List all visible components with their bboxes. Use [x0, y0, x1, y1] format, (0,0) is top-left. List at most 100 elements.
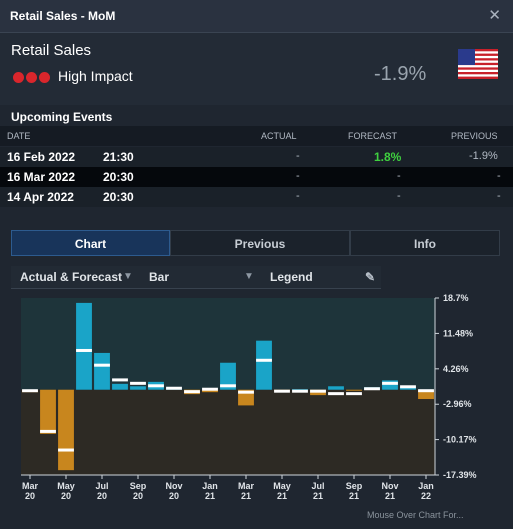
forecast-marker	[400, 385, 416, 389]
chart-hint: Mouse Over Chart For...	[367, 510, 464, 520]
actual-bar	[256, 340, 272, 390]
event-header: Retail Sales High Impact -1.9%	[0, 33, 513, 105]
tab-bar: Chart Previous Info	[11, 230, 500, 256]
wrench-icon[interactable]: ✎	[365, 270, 376, 284]
actual-bar	[202, 389, 218, 393]
x-tick-label: Nov	[165, 481, 182, 491]
forecast-marker	[130, 381, 146, 385]
table-row[interactable]: 16 Mar 2022 20:30 - - -	[0, 167, 513, 187]
tab-previous[interactable]: Previous	[170, 230, 350, 256]
x-tick-label: 20	[25, 491, 35, 500]
x-tick-label: Sep	[130, 481, 147, 491]
mode-select[interactable]: Actual & Forecast	[20, 270, 123, 284]
forecast-marker	[112, 378, 128, 382]
x-tick-label: May	[57, 481, 75, 491]
actual-bar	[346, 389, 362, 391]
chevron-down-icon[interactable]: ▼	[244, 271, 254, 282]
chart-type-select[interactable]: Bar	[149, 270, 170, 284]
actual-bar	[220, 362, 236, 390]
x-tick-label: Nov	[381, 481, 398, 491]
x-tick-label: 21	[349, 491, 359, 500]
forecast-marker	[256, 358, 272, 362]
event-previous: -1.9%	[469, 150, 498, 162]
forecast-marker	[148, 384, 164, 388]
event-actual: -	[296, 150, 300, 162]
actual-bar	[58, 389, 74, 471]
x-tick-label: 20	[97, 491, 107, 500]
x-tick-label: Sep	[346, 481, 363, 491]
actual-bar	[94, 352, 110, 390]
col-date: DATE	[7, 131, 31, 141]
actual-bar	[112, 383, 128, 390]
impact-label: High Impact	[58, 68, 133, 84]
x-tick-label: 20	[133, 491, 143, 500]
x-tick-label: Jul	[311, 481, 324, 491]
x-tick-label: Jul	[95, 481, 108, 491]
x-tick-label: Jan	[202, 481, 218, 491]
impact-dot-icon	[13, 72, 24, 83]
y-tick-label: 18.7%	[443, 293, 469, 303]
event-forecast: -	[397, 170, 401, 182]
event-time: 21:30	[103, 150, 134, 164]
close-icon[interactable]: ✕	[488, 7, 501, 24]
event-time: 20:30	[103, 190, 134, 204]
col-forecast: FORECAST	[348, 131, 398, 141]
event-date: 16 Feb 2022	[7, 150, 76, 164]
actual-bar	[418, 389, 434, 400]
x-tick-label: Mar	[22, 481, 39, 491]
table-row[interactable]: 16 Feb 2022 21:30 - 1.8% -1.9%	[0, 147, 513, 167]
forecast-marker	[274, 389, 290, 393]
forecast-marker	[202, 387, 218, 391]
y-tick-label: -17.39%	[443, 470, 477, 480]
forecast-marker	[76, 348, 92, 352]
x-tick-label: 21	[241, 491, 251, 500]
chart-area: 18.7% 11.48% 4.26% -2.96% -10.17% -17.39% Mar 2…	[11, 290, 502, 501]
forecast-marker	[364, 387, 380, 391]
event-previous: -	[497, 170, 501, 182]
chevron-down-icon[interactable]: ▼	[123, 271, 133, 282]
tab-info[interactable]: Info	[350, 230, 500, 256]
x-tick-label: 21	[313, 491, 323, 500]
forecast-marker	[292, 389, 308, 393]
retail-sales-chart: 18.7%11.48%4.26%-2.96%-10.17%-17.39%Mar2…	[21, 293, 477, 501]
plot-background-negative	[21, 389, 435, 475]
x-tick-label: 21	[277, 491, 287, 500]
us-flag-icon	[458, 49, 498, 79]
forecast-marker	[94, 363, 110, 367]
chart-toolbar: Actual & Forecast ▼ Bar ▼ Legend ✎	[11, 266, 381, 289]
col-actual: ACTUAL	[261, 131, 297, 141]
y-tick-label: 11.48%	[443, 328, 473, 338]
forecast-marker	[310, 389, 326, 393]
event-previous: -	[497, 190, 501, 202]
forecast-marker	[166, 386, 182, 390]
event-time: 20:30	[103, 170, 134, 184]
x-tick-label: Mar	[238, 481, 255, 491]
actual-bar	[76, 302, 92, 390]
x-tick-label: 20	[61, 491, 71, 500]
table-row[interactable]: 14 Apr 2022 20:30 - - -	[0, 187, 513, 207]
x-tick-label: Jan	[418, 481, 434, 491]
y-tick-label: -10.17%	[443, 435, 477, 445]
x-tick-label: May	[273, 481, 291, 491]
x-tick-label: 21	[385, 491, 395, 500]
event-name: Retail Sales	[11, 42, 92, 59]
forecast-marker	[22, 389, 38, 393]
event-actual: -	[296, 190, 300, 202]
forecast-marker	[220, 384, 236, 388]
event-date: 16 Mar 2022	[7, 170, 76, 184]
forecast-marker	[382, 381, 398, 385]
x-tick-label: 22	[421, 491, 431, 500]
col-previous: PREVIOUS	[451, 131, 498, 141]
impact-dots-icon	[13, 70, 52, 88]
forecast-marker	[58, 448, 74, 452]
forecast-marker	[184, 390, 200, 394]
actual-bar	[40, 389, 56, 434]
tab-chart[interactable]: Chart	[11, 230, 170, 256]
window-title: Retail Sales - MoM	[10, 9, 116, 23]
legend-toggle[interactable]: Legend	[270, 270, 313, 284]
x-tick-label: 20	[169, 491, 179, 500]
actual-bar	[130, 386, 146, 390]
title-bar: Retail Sales - MoM ✕	[0, 0, 513, 33]
forecast-marker	[238, 390, 254, 394]
actual-bar	[328, 386, 344, 390]
